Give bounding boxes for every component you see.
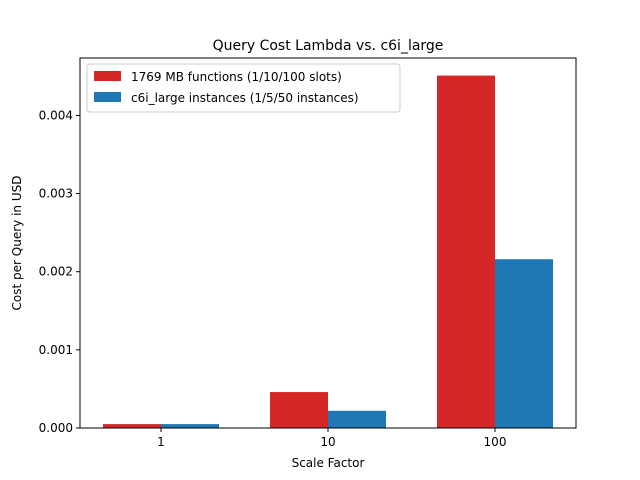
bar-series-1-10 xyxy=(270,392,328,428)
y-tick-label: 0.004 xyxy=(39,108,73,122)
bar-series-2-1 xyxy=(161,424,219,428)
x-tick-label: 1 xyxy=(157,435,165,449)
legend-swatch-1 xyxy=(94,71,121,81)
legend-box xyxy=(86,63,401,113)
x-tick-label: 10 xyxy=(320,435,335,449)
y-tick-label: 0.003 xyxy=(39,187,73,201)
bar-series-1-100 xyxy=(437,75,495,428)
legend-label-2: c6i_large instances (1/5/50 instances) xyxy=(131,91,359,105)
legend: 1769 MB functions (1/10/100 slots) c6i_la… xyxy=(86,63,401,113)
chart-title: Query Cost Lambda vs. c6i_large xyxy=(213,38,444,54)
bar-series-2-100 xyxy=(495,259,553,428)
legend-label-1: 1769 MB functions (1/10/100 slots) xyxy=(131,70,342,84)
y-tick-label: 0.000 xyxy=(39,421,73,435)
x-tick-label: 100 xyxy=(484,435,507,449)
bars-group xyxy=(103,75,553,428)
y-axis: 0.000 0.001 0.002 0.003 0.004 xyxy=(39,108,80,435)
bar-series-1-1 xyxy=(103,424,161,428)
bar-series-2-10 xyxy=(328,410,386,428)
y-tick-label: 0.002 xyxy=(39,265,73,279)
y-tick-label: 0.001 xyxy=(39,343,73,357)
y-axis-label: Cost per Query in USD xyxy=(10,176,24,311)
plot-area-frame xyxy=(79,57,577,429)
legend-swatch-2 xyxy=(94,92,121,102)
x-axis-label: Scale Factor xyxy=(292,456,365,470)
x-axis: 1 10 100 xyxy=(157,428,506,449)
